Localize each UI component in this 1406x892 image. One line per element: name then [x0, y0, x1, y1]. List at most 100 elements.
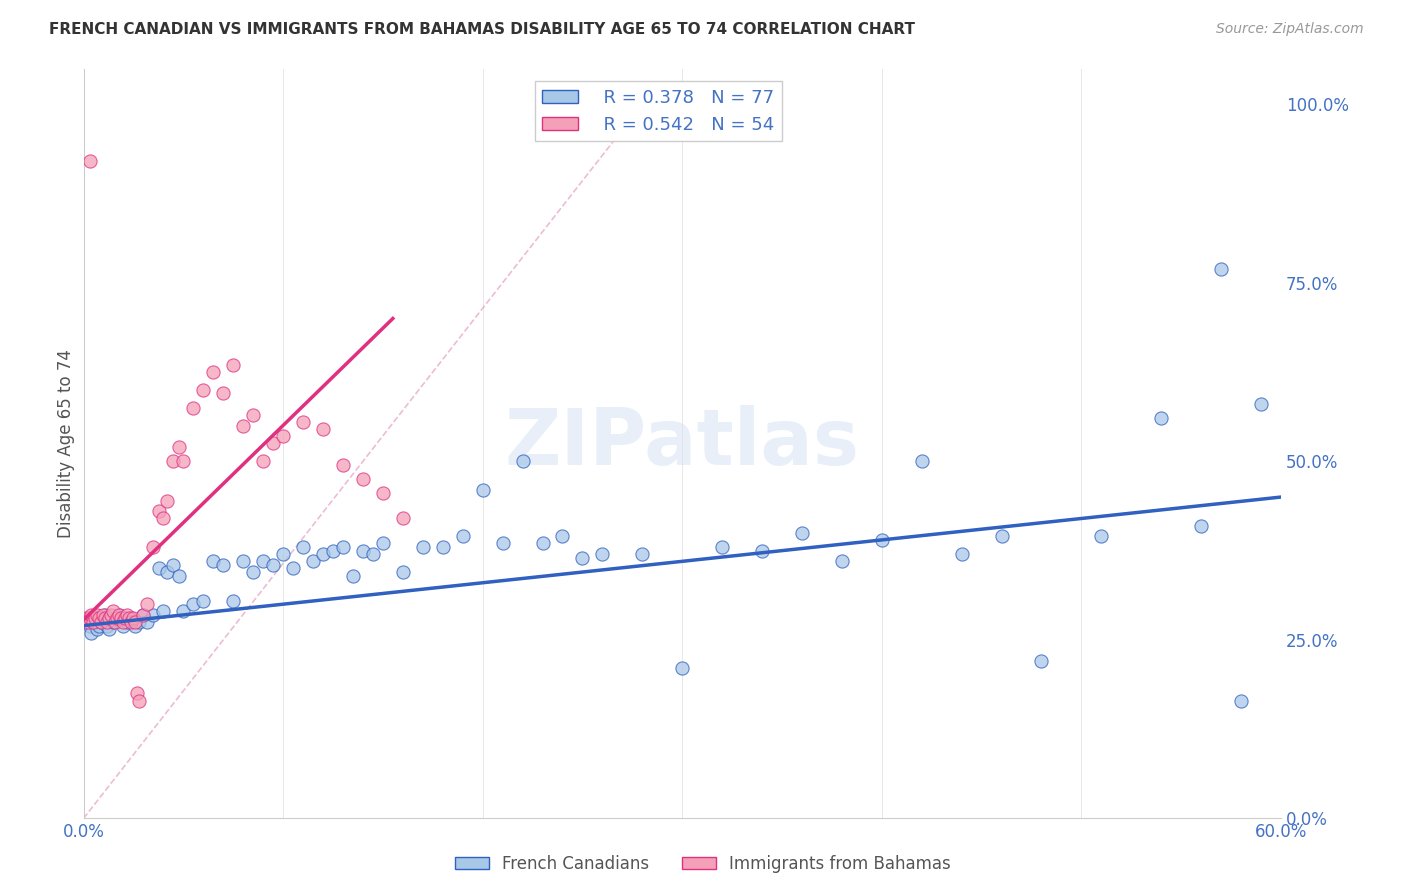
Point: [86, 607, 108, 622]
Point: [371, 486, 394, 500]
Point: [93, 607, 115, 622]
Point: [631, 547, 654, 561]
Point: [671, 661, 693, 675]
Point: [152, 511, 174, 525]
Point: [512, 454, 534, 468]
Text: FRENCH CANADIAN VS IMMIGRANTS FROM BAHAMAS DISABILITY AGE 65 TO 74 CORRELATION C: FRENCH CANADIAN VS IMMIGRANTS FROM BAHAM…: [49, 22, 915, 37]
Point: [242, 408, 264, 422]
Point: [162, 558, 184, 572]
Point: [1209, 261, 1232, 276]
Point: [142, 540, 165, 554]
Point: [332, 540, 354, 554]
Point: [117, 615, 139, 629]
Point: [84, 611, 107, 625]
Point: [132, 607, 155, 622]
Point: [361, 547, 384, 561]
Point: [93, 611, 115, 625]
Point: [107, 611, 129, 625]
Point: [76, 611, 98, 625]
Point: [222, 358, 245, 372]
Point: [193, 383, 215, 397]
Point: [152, 604, 174, 618]
Point: [212, 558, 235, 572]
Point: [132, 607, 155, 622]
Point: [471, 483, 494, 497]
Point: [96, 618, 118, 632]
Point: [181, 597, 204, 611]
Point: [136, 615, 159, 629]
Point: [90, 615, 112, 629]
Point: [117, 607, 139, 622]
Legend:   R = 0.378   N = 77,   R = 0.542   N = 54: R = 0.378 N = 77, R = 0.542 N = 54: [534, 81, 782, 141]
Point: [870, 533, 893, 547]
Point: [156, 565, 179, 579]
Point: [911, 454, 934, 468]
Point: [86, 622, 108, 636]
Point: [1031, 654, 1053, 668]
Point: [112, 615, 135, 629]
Point: [120, 611, 142, 625]
Point: [94, 607, 117, 622]
Point: [202, 554, 225, 568]
Point: [156, 493, 179, 508]
Point: [292, 415, 315, 429]
Point: [172, 604, 194, 618]
Point: [76, 615, 98, 629]
Text: Source: ZipAtlas.com: Source: ZipAtlas.com: [1216, 22, 1364, 37]
Point: [136, 597, 159, 611]
Point: [108, 607, 131, 622]
Point: [122, 611, 145, 625]
Point: [114, 611, 136, 625]
Point: [128, 615, 150, 629]
Point: [118, 611, 141, 625]
Point: [790, 525, 813, 540]
Point: [104, 611, 127, 625]
Point: [352, 543, 374, 558]
Point: [79, 611, 101, 625]
Point: [222, 593, 245, 607]
Point: [232, 554, 254, 568]
Point: [75, 611, 97, 625]
Point: [128, 693, 150, 707]
Point: [591, 547, 613, 561]
Point: [193, 593, 215, 607]
Point: [1189, 518, 1212, 533]
Point: [1230, 693, 1253, 707]
Text: ZIPatlas: ZIPatlas: [505, 406, 859, 482]
Point: [950, 547, 973, 561]
Point: [711, 540, 734, 554]
Point: [571, 550, 593, 565]
Point: [96, 615, 118, 629]
Point: [990, 529, 1012, 543]
Point: [127, 686, 149, 700]
Point: [172, 454, 194, 468]
Point: [212, 386, 235, 401]
Point: [98, 611, 121, 625]
Point: [432, 540, 454, 554]
Point: [120, 615, 142, 629]
Point: [262, 558, 284, 572]
Point: [831, 554, 853, 568]
Point: [751, 543, 773, 558]
Point: [531, 536, 554, 550]
Point: [104, 615, 127, 629]
Point: [1150, 411, 1173, 425]
Point: [312, 422, 335, 436]
Point: [312, 547, 335, 561]
Point: [1250, 397, 1272, 411]
Point: [89, 618, 111, 632]
Point: [202, 365, 225, 379]
Point: [242, 565, 264, 579]
Point: [124, 618, 146, 632]
Point: [148, 504, 170, 518]
Point: [252, 454, 274, 468]
Point: [352, 472, 374, 486]
Point: [271, 547, 294, 561]
Point: [80, 607, 103, 622]
Point: [169, 568, 191, 582]
Point: [271, 429, 294, 443]
Point: [322, 543, 344, 558]
Point: [82, 615, 104, 629]
Point: [80, 625, 103, 640]
Point: [84, 611, 107, 625]
